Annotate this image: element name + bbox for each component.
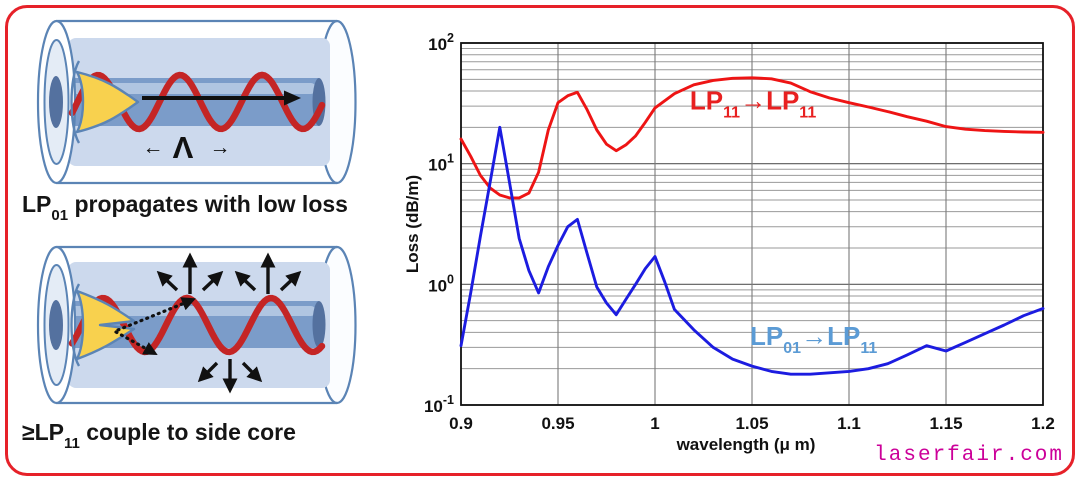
LP01-to-LP11-loss-label: LP01→LP11 [750,321,877,357]
scatter-arrow-upright-icon [201,270,224,292]
distorted-pulse-icon [75,289,136,361]
x-tick-label: 1 [650,414,659,433]
scatter-arrow-downright-icon [241,361,263,383]
grating-period-symbol: Λ [173,130,194,165]
lambda-left-arrow: ← [143,136,164,159]
scatter-arrow-upleft-icon [234,270,257,292]
x-tick-label: 1.1 [837,414,861,433]
input-pulse-icon [75,70,140,134]
coupling-arrow-down-icon [114,330,158,356]
coupling-arrow-up-icon [116,297,196,332]
y-axis-title: Loss (dB/m) [403,175,422,273]
plot-frame [460,42,1044,406]
x-tick-label: 1.15 [929,414,962,433]
pulse-envelope [70,283,81,367]
LP11-to-LP11-loss-curve [459,76,1045,200]
x-axis-title: wavelength (μ m) [676,435,816,454]
watermark-laserfair: laserfair.com [874,444,1064,467]
cylinder-walls [56,245,337,405]
y-tick-label: 10-1 [424,393,454,416]
fiber-diagram-low-loss: ← Λ → [36,19,357,185]
scatter-arrow-upleft-icon [156,270,179,292]
x-tick-label: 0.9 [449,414,473,433]
caption2-mode: ≥LP [22,419,65,445]
radiation-arrows [156,252,302,394]
caption2-text: couple to side core [79,419,296,445]
scatter-arrow-upright-icon [279,270,302,292]
x-tick-label: 1.2 [1031,414,1055,433]
caption-low-loss: LP01 propagates with low loss [22,191,348,224]
caption1-mode-sub: 01 [51,206,69,224]
y-tick-label: 100 [428,272,454,295]
core-right-cap [312,301,326,348]
x-tick-label: 0.95 [541,414,574,433]
lambda-right-arrow: → [210,136,231,159]
LP11-to-LP11-loss-label: LP11→LP11 [690,86,816,122]
caption1-mode: LP [22,191,52,217]
y-tick-label: 102 [428,31,454,54]
core-left-cap [49,76,63,128]
grating-wave [68,294,326,356]
x-tick-label: 1.05 [735,414,768,433]
scatter-arrow-downleft-icon [197,361,219,383]
core-left-cap [49,300,63,350]
loss-chart: LP11→LP11 LP01→LP11 0.9 0.95 1 1.05 1.1 1.15 1.2… [403,31,1055,454]
fiber-diagram-coupling [36,245,357,405]
caption1-text: propagates with low loss [68,191,348,217]
cylinder-walls [56,19,337,185]
pulse-envelope [70,60,81,144]
LP01-to-LP11-loss-curve [459,125,1045,376]
coupling-dotted-arrows [114,297,196,356]
y-tick-label: 101 [428,152,454,175]
propagation-arrow [142,90,301,106]
caption2-mode-sub: 11 [64,434,80,452]
caption-coupling: ≥LP11 couple to side core [22,419,296,452]
